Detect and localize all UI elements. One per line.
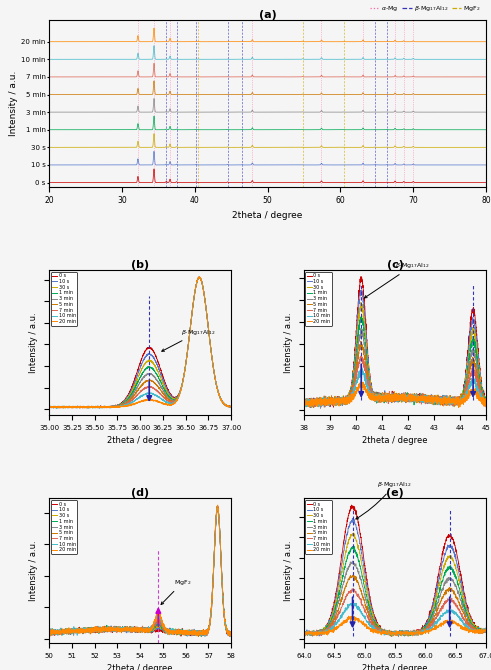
X-axis label: 2theta / degree: 2theta / degree — [108, 665, 173, 670]
X-axis label: 2theta / degree: 2theta / degree — [362, 665, 428, 670]
Legend: 0 s, 10 s, 30 s, 1 min, 3 min, 5 min, 7 min, 10 min, 20 min: 0 s, 10 s, 30 s, 1 min, 3 min, 5 min, 7 … — [305, 500, 332, 554]
X-axis label: 2theta / degree: 2theta / degree — [232, 211, 303, 220]
Text: $\beta$-Mg$_{17}$Al$_{12}$: $\beta$-Mg$_{17}$Al$_{12}$ — [364, 261, 430, 298]
Title: (d): (d) — [131, 488, 149, 498]
Text: MgF$_2$: MgF$_2$ — [161, 578, 191, 604]
X-axis label: 2theta / degree: 2theta / degree — [108, 436, 173, 445]
Legend: 0 s, 10 s, 30 s, 1 min, 3 min, 5 min, 7 min, 10 min, 20 min: 0 s, 10 s, 30 s, 1 min, 3 min, 5 min, 7 … — [305, 271, 332, 326]
Y-axis label: Intensity / a.u.: Intensity / a.u. — [29, 541, 38, 601]
Y-axis label: Intensity / a.u.: Intensity / a.u. — [9, 70, 18, 136]
Title: (e): (e) — [386, 488, 404, 498]
Y-axis label: Intensity / a.u.: Intensity / a.u. — [284, 541, 293, 601]
Legend: 0 s, 10 s, 30 s, 1 min, 3 min, 5 min, 7 min, 10 min, 20 min: 0 s, 10 s, 30 s, 1 min, 3 min, 5 min, 7 … — [51, 271, 78, 326]
Legend: $\alpha$-Mg, $\beta$-Mg$_{17}$Al$_{12}$, MgF$_2$: $\alpha$-Mg, $\beta$-Mg$_{17}$Al$_{12}$,… — [368, 1, 483, 15]
Title: (b): (b) — [131, 260, 149, 270]
Y-axis label: Intensity / a.u.: Intensity / a.u. — [284, 312, 293, 373]
Title: (a): (a) — [259, 10, 276, 20]
Title: (c): (c) — [386, 260, 404, 270]
Text: $\beta$-Mg$_{17}$Al$_{12}$: $\beta$-Mg$_{17}$Al$_{12}$ — [356, 480, 411, 519]
Text: $\beta$-Mg$_{17}$Al$_{12}$: $\beta$-Mg$_{17}$Al$_{12}$ — [162, 328, 216, 351]
Legend: 0 s, 10 s, 30 s, 1 min, 3 min, 5 min, 7 min, 10 min, 20 min: 0 s, 10 s, 30 s, 1 min, 3 min, 5 min, 7 … — [51, 500, 78, 554]
Y-axis label: Intensity / a.u.: Intensity / a.u. — [29, 312, 38, 373]
X-axis label: 2theta / degree: 2theta / degree — [362, 436, 428, 445]
